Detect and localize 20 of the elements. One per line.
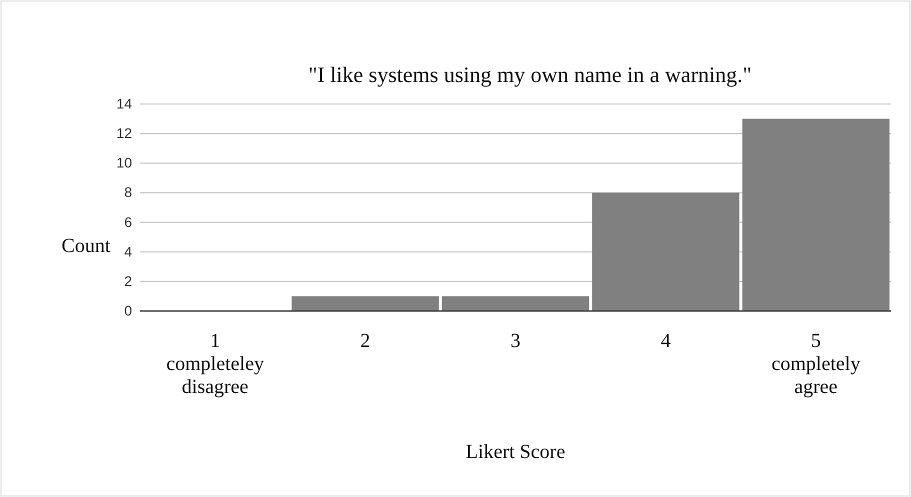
x-tick-label: 2 — [360, 330, 370, 352]
y-tick-label: 14 — [116, 95, 132, 112]
y-tick-label: 8 — [124, 184, 132, 200]
x-axis-title: Likert Score — [466, 441, 566, 463]
x-tick-label: 5 completely agree — [771, 330, 860, 398]
y-tick-label: 0 — [124, 302, 132, 318]
y-tick-label: 4 — [124, 243, 132, 260]
bar — [292, 296, 439, 311]
bar — [742, 118, 890, 311]
y-axis-title: Count — [62, 235, 111, 257]
x-tick-label: 4 — [660, 330, 671, 352]
x-tick-label: 1 completeley disagree — [166, 330, 264, 398]
bar — [592, 192, 740, 311]
y-tick-label: 12 — [116, 125, 132, 142]
y-tick-label: 6 — [124, 214, 132, 230]
bar — [442, 296, 590, 311]
y-tick-label: 2 — [124, 272, 132, 289]
chart-title: "I like systems using my own name in a warning." — [308, 62, 752, 87]
y-tick-label: 10 — [116, 154, 132, 171]
x-tick-label: 3 — [510, 330, 520, 352]
